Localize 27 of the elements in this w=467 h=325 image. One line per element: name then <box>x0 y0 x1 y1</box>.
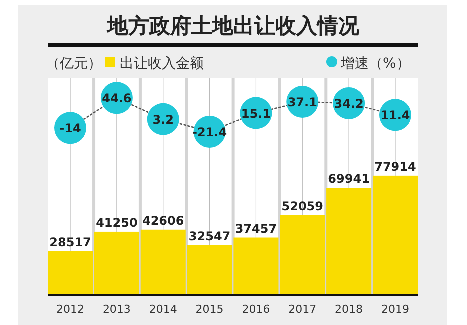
data-label: 41250 <box>96 216 138 230</box>
data-label: 52059 <box>282 199 324 214</box>
legend-label: 出让收入金额 <box>120 56 204 72</box>
data-label: 3.2 <box>152 112 174 127</box>
data-label: 32547 <box>188 229 231 244</box>
y-axis-title: （亿元） <box>46 56 102 72</box>
data-label: 42606 <box>142 214 184 228</box>
data-label: -14 <box>60 122 82 136</box>
data-label: 37457 <box>235 222 278 236</box>
data-label: 34.2 <box>334 96 364 111</box>
data-label: 69941 <box>328 172 370 186</box>
x-tick-label: 2016 <box>242 303 270 316</box>
x-tick-label: 2013 <box>102 303 131 316</box>
data-label: 37.1 <box>288 96 318 110</box>
legend-label: 增速（%） <box>340 56 410 72</box>
data-label: 77914 <box>374 160 416 174</box>
x-tick-label: 2019 <box>381 303 410 316</box>
x-tick-label: 2015 <box>196 303 224 316</box>
data-label: 44.6 <box>102 92 132 106</box>
x-tick-label: 2012 <box>56 303 85 316</box>
data-label: 15.1 <box>241 106 272 121</box>
x-tick-label: 2014 <box>149 303 178 316</box>
data-label: 11.4 <box>380 108 410 123</box>
x-tick-label: 2017 <box>288 303 317 316</box>
data-label: 28517 <box>50 235 92 250</box>
chart-title: 地方政府土地出让收入情况 <box>106 14 360 38</box>
x-tick-label: 2018 <box>335 303 364 316</box>
